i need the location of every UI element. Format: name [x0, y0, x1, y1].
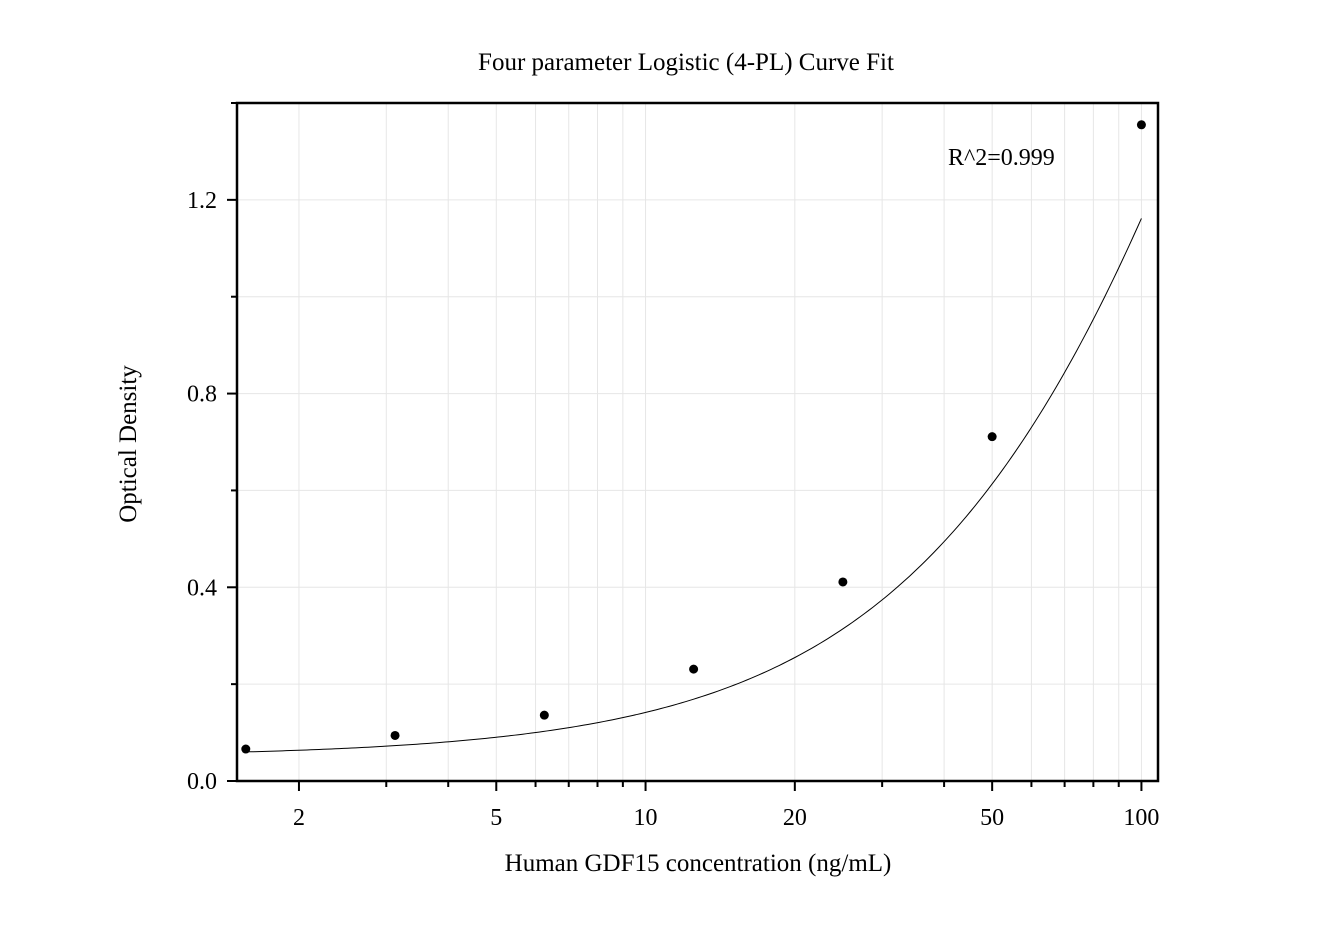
- x-tick-label: 100: [1123, 805, 1159, 831]
- fit-curve: [245, 218, 1142, 753]
- plot-frame: [235, 101, 1160, 783]
- data-point: [689, 664, 699, 674]
- x-tick-label: 5: [490, 805, 502, 831]
- x-tick-label: 2: [293, 805, 305, 831]
- x-tick-labels: 2 5 10 20 50 100: [293, 805, 1159, 831]
- y-tick-label: 0.0: [187, 769, 217, 795]
- y-tick-label: 1.2: [187, 188, 217, 214]
- r-squared-annotation: R^2=0.999: [948, 145, 1055, 171]
- y-axis-label: Optical Density: [115, 365, 142, 523]
- y-tick-label: 0.8: [187, 382, 217, 408]
- x-tick-label: 20: [783, 805, 807, 831]
- data-point: [838, 577, 848, 587]
- data-point: [987, 432, 997, 442]
- data-point: [390, 730, 400, 740]
- x-tick-label: 10: [634, 805, 658, 831]
- chart-title: Four parameter Logistic (4-PL) Curve Fit: [478, 49, 894, 76]
- data-points: [241, 120, 1146, 754]
- x-axis-label: Human GDF15 concentration (ng/mL): [505, 850, 892, 877]
- data-point: [539, 710, 549, 720]
- y-tick-label: 0.4: [187, 575, 217, 601]
- grid: [237, 103, 1158, 781]
- axis-ticks: [227, 102, 1143, 791]
- x-tick-label: 50: [980, 805, 1004, 831]
- data-point: [1136, 120, 1146, 130]
- y-tick-labels: 0.0 0.4 0.8 1.2: [187, 188, 217, 795]
- data-point: [241, 744, 251, 754]
